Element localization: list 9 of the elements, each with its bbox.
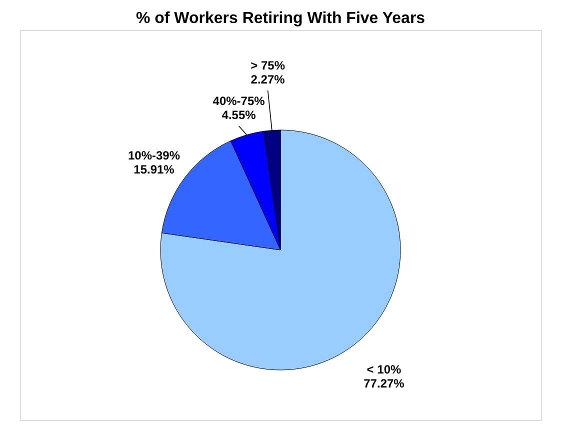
slice-label: > 75% (250, 58, 286, 72)
data-label: 4.55% (222, 108, 256, 122)
chart-title: % of Workers Retiring With Five Years (136, 10, 426, 27)
slice-label: 40%-75% (212, 94, 266, 108)
data-label: 2.27% (250, 72, 286, 86)
data-label: 15.91% (134, 162, 175, 176)
data-label: 77.27% (364, 376, 405, 390)
slice-label: 10%-39% (128, 148, 180, 162)
slice-label: < 10% (366, 362, 402, 376)
